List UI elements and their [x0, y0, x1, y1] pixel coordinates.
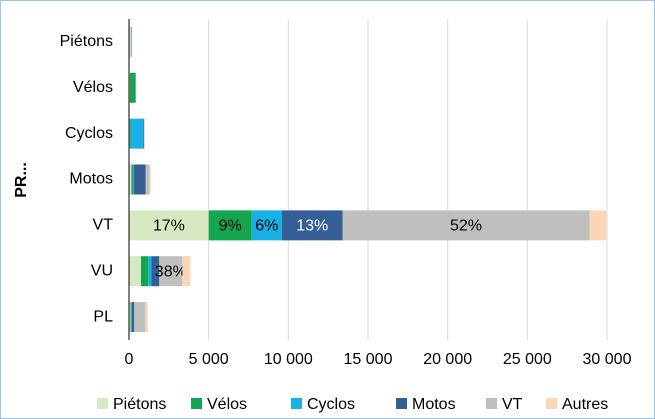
x-tick-label: 5 000	[189, 351, 229, 368]
y-tick-label: PL	[93, 308, 113, 325]
bar-segment	[129, 72, 136, 103]
bar-segment	[208, 210, 252, 241]
legend-label: Cyclos	[307, 396, 355, 413]
bar-segment	[251, 210, 282, 241]
legend-swatch	[97, 398, 108, 409]
legend-label: Piétons	[113, 396, 166, 413]
y-tick-label: Cyclos	[65, 125, 113, 142]
legend-swatch	[486, 398, 497, 409]
bar-segment	[145, 302, 148, 333]
bar-segment	[129, 256, 141, 287]
data-label: 6%	[255, 218, 278, 235]
bar-segment	[281, 210, 343, 241]
legend-swatch	[546, 398, 557, 409]
bar-segment	[129, 164, 132, 195]
bar-segment	[143, 118, 145, 149]
bar-segment	[149, 164, 151, 195]
y-tick-label: VU	[91, 262, 113, 279]
legend-swatch	[291, 398, 302, 409]
x-tick-label: 0	[125, 351, 134, 368]
bar-segment	[132, 164, 134, 195]
bar-segment	[140, 256, 149, 287]
legend-swatch	[396, 398, 407, 409]
bar-segment	[182, 256, 191, 287]
legend-label: VT	[502, 396, 523, 413]
legend-label: Vélos	[207, 396, 247, 413]
bar-segment	[133, 164, 146, 195]
bar-segment	[145, 164, 150, 195]
data-label: 52%	[450, 218, 482, 235]
bar-segment	[130, 118, 144, 149]
bar-segment	[130, 302, 132, 333]
bar-segment	[589, 210, 607, 241]
x-tick-label: 25 000	[503, 351, 552, 368]
y-tick-label: Motos	[69, 171, 113, 188]
data-label: 13%	[296, 218, 328, 235]
bar-segment	[129, 210, 209, 241]
legend-label: Autres	[562, 396, 608, 413]
bar-segment	[131, 164, 133, 195]
x-tick-label: 10 000	[264, 351, 313, 368]
data-label: 38%	[155, 263, 187, 280]
x-tick-label: 30 000	[583, 351, 632, 368]
legend-label: Motos	[412, 396, 456, 413]
y-axis-label: PR...	[13, 162, 30, 198]
x-tick-label: 15 000	[344, 351, 393, 368]
bar-segment	[134, 302, 146, 333]
bar-segment	[151, 256, 160, 287]
y-tick-label: VT	[93, 217, 114, 234]
y-tick-label: Vélos	[73, 79, 113, 96]
bar-segment	[129, 302, 131, 333]
legend-swatch	[191, 398, 202, 409]
bar-segment	[342, 210, 590, 241]
data-label: 17%	[153, 218, 185, 235]
bar-segment	[159, 256, 183, 287]
bar-segment	[131, 302, 135, 333]
bar-segment	[129, 26, 131, 57]
bar-segment	[148, 256, 152, 287]
x-tick-label: 20 000	[423, 351, 472, 368]
data-label: 9%	[219, 218, 242, 235]
bar-segment	[129, 118, 131, 149]
y-tick-label: Piétons	[60, 33, 113, 50]
